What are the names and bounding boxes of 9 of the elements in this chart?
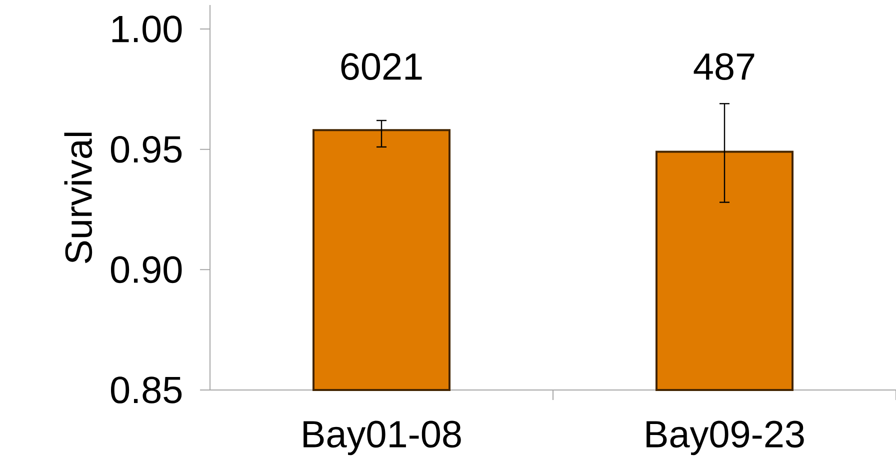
y-tick-label: 0.90 bbox=[110, 256, 182, 284]
x-tick-label: Bay09-23 bbox=[646, 420, 804, 456]
y-tick-label: 0.95 bbox=[110, 136, 182, 163]
y-axis-title: Survival bbox=[64, 132, 92, 264]
x-tick-label: Bay01-08 bbox=[304, 420, 461, 456]
y-tick-label: 0.85 bbox=[110, 376, 182, 404]
y-tick-label: 1.00 bbox=[112, 16, 182, 42]
annotation: 6021 bbox=[341, 53, 422, 80]
annotation: 487 bbox=[694, 53, 754, 80]
